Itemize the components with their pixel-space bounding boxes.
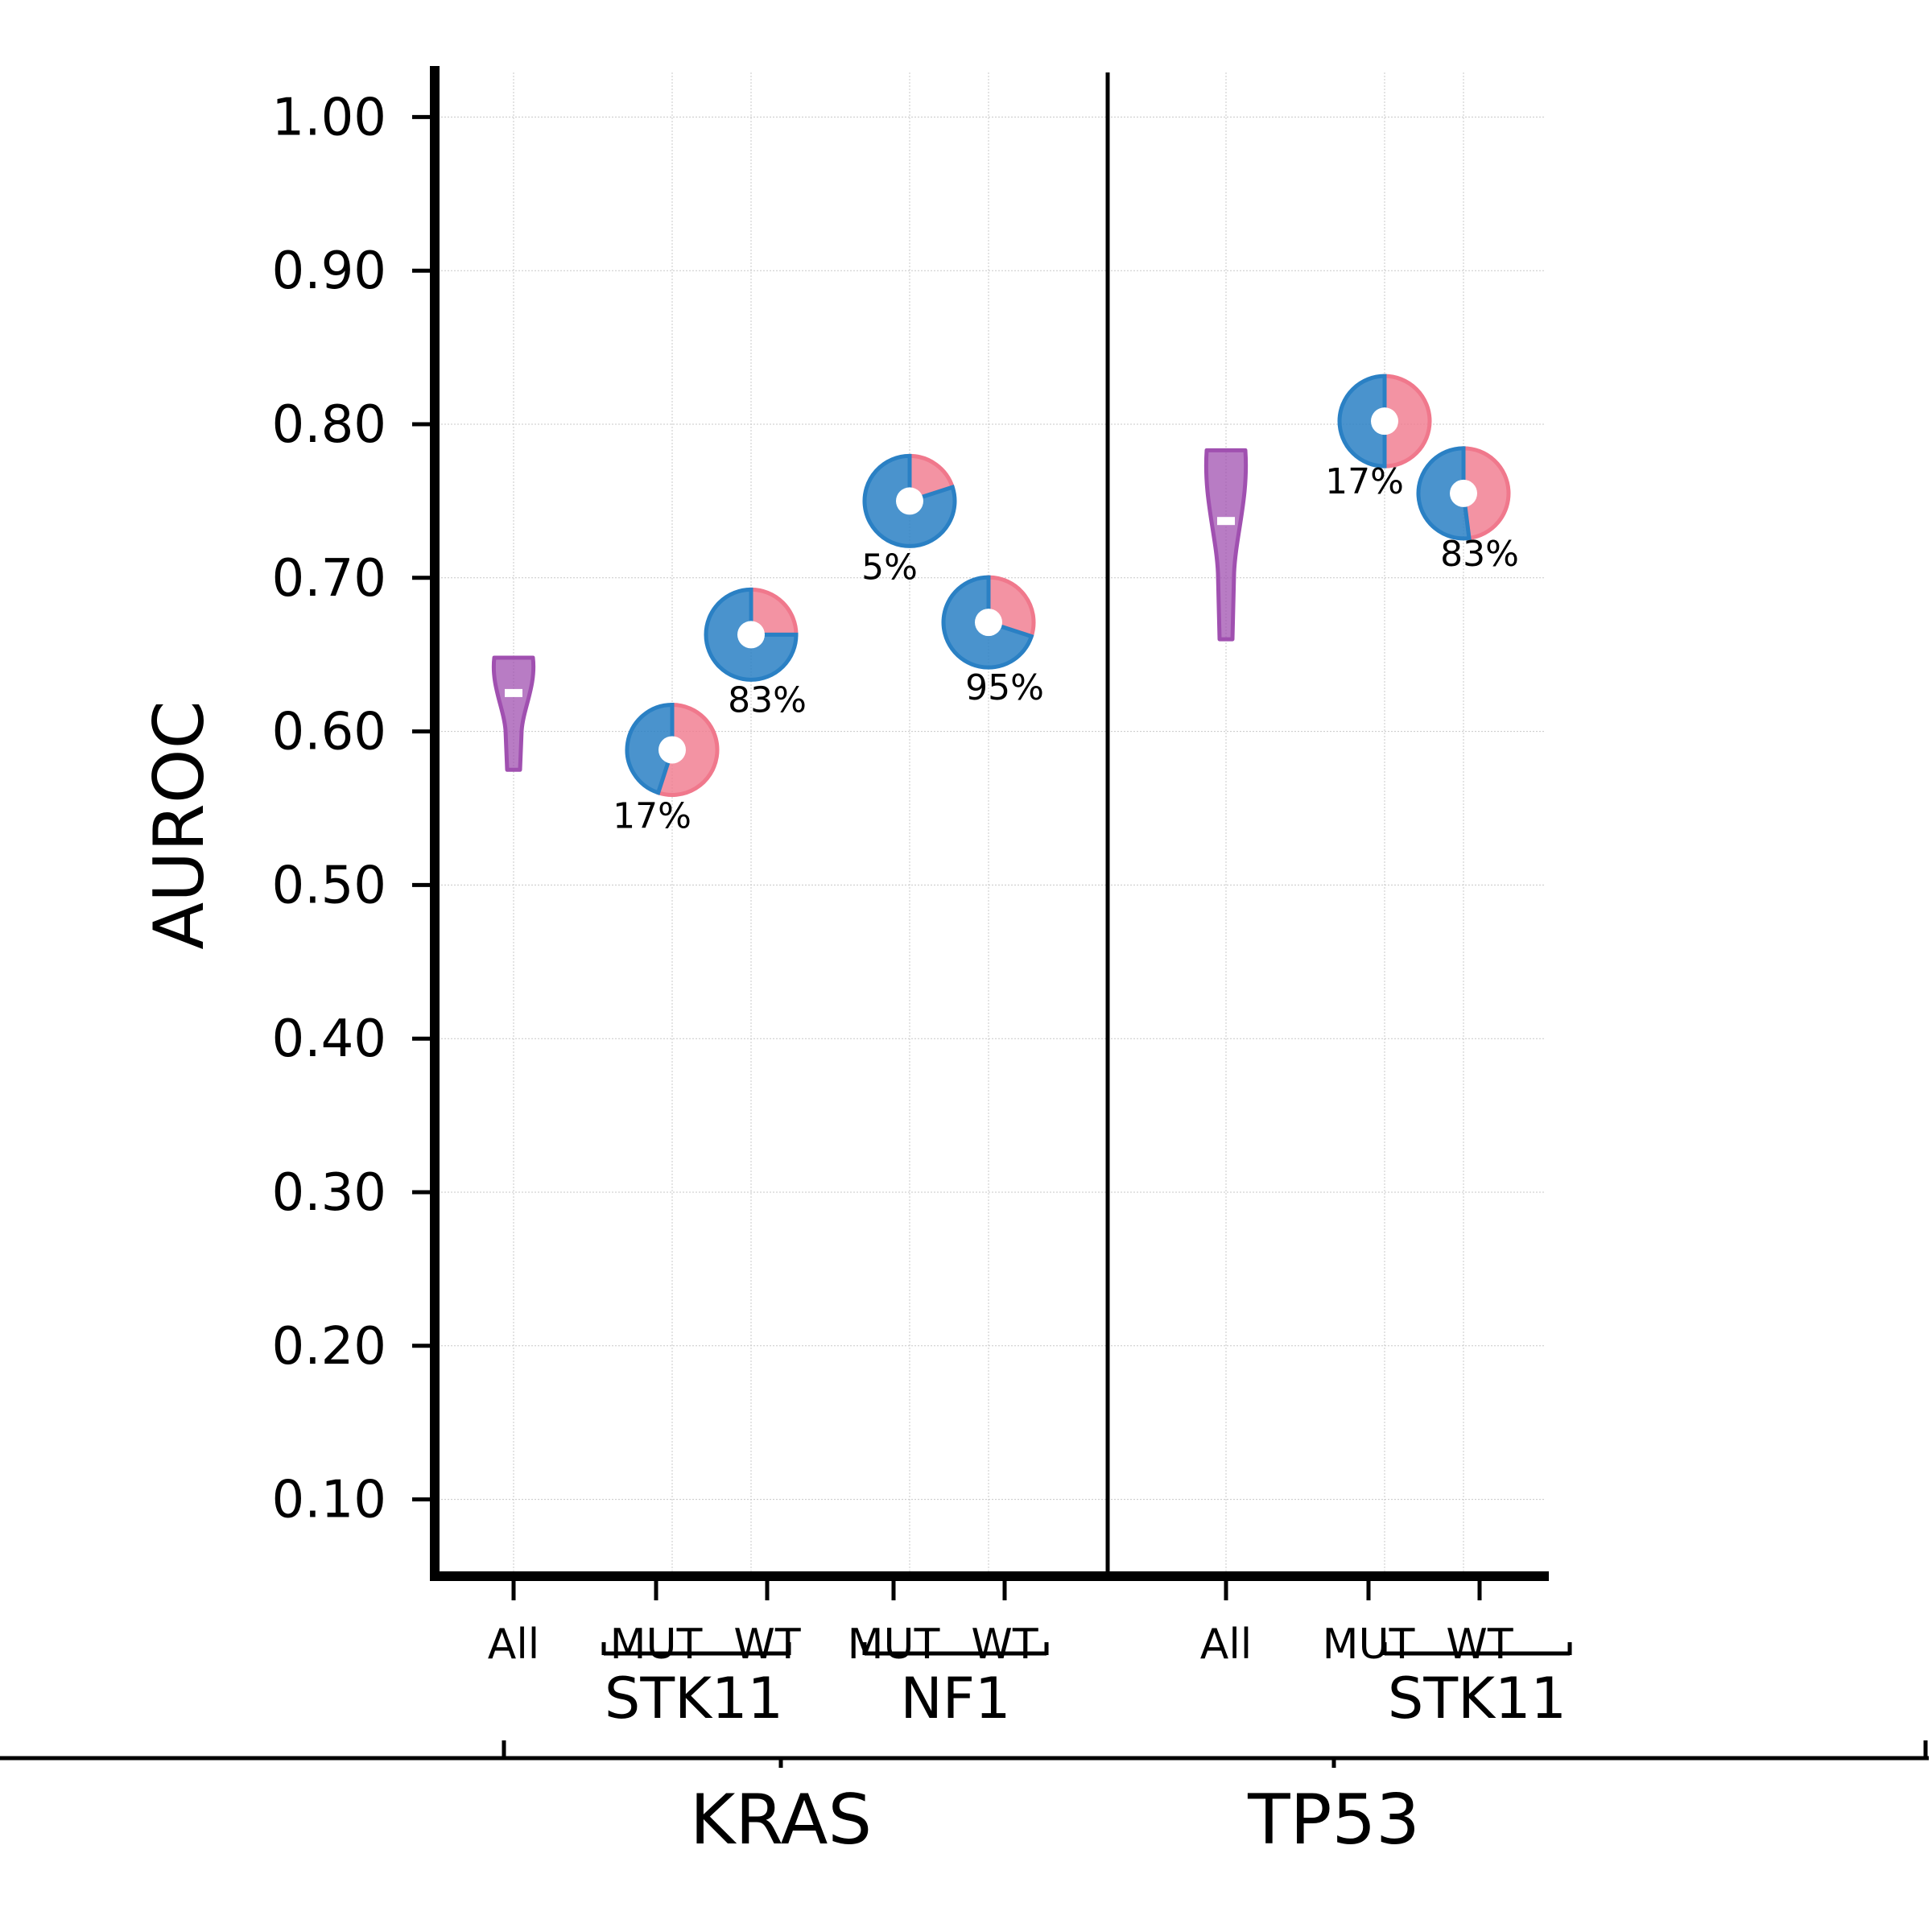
pie-kras-nf1-wt: 95% (941, 575, 1044, 708)
y-axis-label: AUROC (139, 700, 220, 949)
pie-center-hole (1450, 479, 1477, 507)
subgroup-label: STK11 (605, 1666, 783, 1732)
y-tick-label: 0.10 (272, 1471, 387, 1530)
y-tick-label: 0.90 (272, 242, 387, 301)
y-tick-label: 0.80 (272, 395, 387, 455)
pie-kras-nf1-mut: 5% (861, 453, 957, 588)
pie-center-hole (737, 621, 765, 649)
pie-center-hole (896, 487, 923, 515)
x-tick-label-wt: WT (1446, 1620, 1513, 1669)
pie-slice-blue (1337, 374, 1387, 469)
violin-tp53-all (1203, 448, 1249, 642)
marks-layer: 17% 83% 5% 95% 17% 83% (491, 374, 1519, 836)
pie-slice-red (1461, 446, 1511, 541)
pie-percent-label: 17% (1325, 461, 1404, 502)
x-tick-label-all: All (1200, 1620, 1252, 1669)
grid-layer (435, 72, 1546, 1576)
x-tick-label-wt: WT (971, 1620, 1038, 1669)
pie-percent-label: 83% (1440, 534, 1519, 575)
y-tick-label: 0.20 (272, 1317, 387, 1377)
violin-body (491, 655, 536, 772)
pie-kras-stk11-wt: 83% (704, 587, 807, 720)
pie-tp53-stk11-wt: 83% (1416, 446, 1519, 575)
pie-slice-red (1382, 374, 1432, 469)
y-tick-layer: 1.00 0.90 0.80 0.70 0.60 0.50 0.40 0.30 0.20 0.10 (272, 88, 435, 1530)
pie-percent-label: 83% (728, 679, 807, 720)
pie-slice-blue (1416, 446, 1472, 541)
x-tick-label-mut: MUT (610, 1620, 703, 1669)
group-label: KRAS (690, 1780, 872, 1860)
subgroup-label: STK11 (1388, 1666, 1567, 1732)
subgroup-label: NF1 (900, 1666, 1010, 1732)
axes-layer (430, 66, 1549, 1581)
violin-body (1203, 448, 1249, 642)
y-tick-label: 0.70 (272, 549, 387, 609)
violin-kras-all (491, 655, 536, 772)
y-tick-label: 0.50 (272, 856, 387, 915)
group-label: TP53 (1247, 1780, 1420, 1860)
y-tick-label: 0.40 (272, 1009, 387, 1069)
x-tick-label-all: All (488, 1620, 539, 1669)
y-tick-label: 1.00 (272, 88, 387, 147)
y-tick-label: 0.30 (272, 1163, 387, 1223)
pie-percent-label: 17% (613, 795, 691, 836)
y-tick-label: 0.60 (272, 703, 387, 762)
violin-median-marker (1217, 517, 1235, 526)
pie-slice-blue (862, 453, 957, 548)
x-tick-label-mut: MUT (848, 1620, 940, 1669)
pie-percent-label: 5% (861, 547, 918, 588)
pie-slice-blue (625, 702, 675, 795)
pie-kras-stk11-mut: 17% (613, 702, 720, 836)
pie-slice-red (749, 587, 799, 637)
x-tick-label-mut: MUT (1323, 1620, 1415, 1669)
pie-tp53-stk11-mut: 17% (1325, 374, 1432, 502)
violin-median-marker (505, 688, 522, 697)
pie-center-hole (658, 736, 686, 764)
pie-slice-blue (704, 587, 799, 682)
pie-center-hole (1371, 407, 1398, 436)
pie-percent-label: 95% (965, 667, 1044, 708)
pie-center-hole (975, 609, 1002, 637)
